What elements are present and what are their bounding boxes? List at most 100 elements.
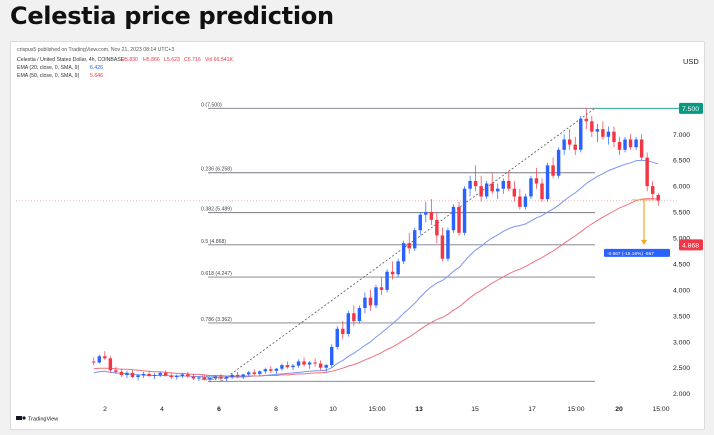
- candle-up: [446, 230, 450, 259]
- candle-up: [263, 369, 268, 372]
- candle-down: [108, 358, 113, 371]
- candle-up: [357, 308, 362, 321]
- candle-up: [330, 346, 334, 366]
- candle-down: [103, 356, 107, 359]
- candle-down: [318, 363, 323, 368]
- y-tick-label: 4.500: [673, 261, 690, 268]
- ohlc-open: O5.830: [121, 57, 138, 63]
- candle-down: [440, 235, 445, 259]
- candle-down: [612, 131, 616, 143]
- candle-down: [202, 377, 207, 380]
- candle-down: [479, 186, 483, 197]
- candle-up: [468, 180, 472, 189]
- x-tick-label: 15:00: [567, 406, 584, 413]
- candle-up: [136, 375, 140, 378]
- trend-dashed-line: [220, 107, 596, 382]
- candle-up: [230, 374, 234, 378]
- candle-down: [352, 313, 356, 321]
- candle-up: [462, 188, 467, 233]
- candle-down: [169, 375, 173, 378]
- candle-up: [296, 361, 301, 366]
- candle-up: [97, 356, 102, 363]
- fib-level-label: 0.5 (4.868): [201, 239, 226, 245]
- x-tick-label: 15:00: [652, 406, 669, 413]
- candle-down: [163, 372, 168, 376]
- ema20-label: EMA (20, close, 0, SMA, 9): [17, 65, 80, 71]
- candle-down: [147, 373, 151, 376]
- candle-down: [114, 370, 118, 372]
- candle-up: [180, 374, 185, 376]
- candle-down: [540, 183, 544, 200]
- candle-down: [390, 271, 395, 275]
- candle-down: [645, 157, 649, 187]
- chart-svg[interactable]: crispus5 published on TradingView.com, N…: [11, 42, 704, 429]
- candle-up: [401, 243, 406, 262]
- candle-up: [424, 212, 428, 215]
- y-tick-label: 5.000: [673, 236, 690, 243]
- ema20-line: [93, 159, 659, 378]
- candle-down: [617, 142, 622, 150]
- fib-level-label: 0.236 (6.258): [201, 167, 232, 173]
- candle-up: [307, 362, 312, 365]
- candle-down: [191, 376, 196, 379]
- y-tick-label: 4.000: [673, 287, 690, 294]
- candle-up: [396, 261, 400, 275]
- candle-down: [285, 365, 290, 368]
- candle-down: [130, 372, 135, 378]
- candle-down: [590, 121, 594, 132]
- candle-down: [512, 188, 517, 197]
- tradingview-chart[interactable]: crispus5 published on TradingView.com, N…: [10, 41, 705, 430]
- measure-label-box: [604, 248, 670, 257]
- price-badge-label: 7.500: [682, 106, 699, 113]
- x-tick-label: 15:00: [368, 406, 385, 413]
- candle-up: [258, 371, 262, 374]
- candle-down: [628, 139, 633, 148]
- ohlc-high: H5.866: [143, 57, 160, 63]
- candle-down: [534, 178, 539, 184]
- candle-up: [274, 368, 279, 371]
- candle-up: [523, 196, 528, 207]
- candle-down: [457, 206, 461, 233]
- candle-up: [213, 376, 218, 379]
- candle-down: [407, 243, 411, 249]
- y-tick-label: 5.500: [673, 210, 690, 217]
- x-tick-label: 2: [103, 406, 107, 413]
- candle-up: [197, 377, 201, 379]
- candle-down: [429, 212, 434, 220]
- y-tick-label: 6.000: [673, 184, 690, 191]
- candle-up: [579, 118, 583, 150]
- candle-down: [656, 194, 660, 201]
- currency-label: USD: [683, 57, 699, 66]
- candle-down: [601, 129, 605, 137]
- candle-down: [341, 328, 345, 334]
- candle-up: [501, 180, 505, 189]
- x-tick-label: 6: [217, 406, 221, 413]
- y-tick-label: 3.000: [673, 339, 690, 346]
- ema50-label: EMA (50, close, 0, SMA, 9): [17, 73, 80, 79]
- x-tick-label: 13: [415, 406, 423, 413]
- candle-down: [119, 371, 124, 375]
- candle-up: [280, 365, 284, 369]
- candle-down: [368, 297, 373, 306]
- candle-down: [473, 180, 478, 187]
- candle-up: [141, 373, 146, 376]
- x-tick-label: 10: [329, 406, 337, 413]
- candle-down: [379, 287, 384, 290]
- candle-down: [92, 361, 96, 363]
- y-tick-label: 2.500: [673, 365, 690, 372]
- measure-arrow-head: [641, 239, 647, 245]
- candle-up: [363, 297, 367, 309]
- candle-up: [158, 372, 162, 375]
- candle-up: [623, 139, 627, 150]
- candle-down: [490, 183, 494, 192]
- candle-down: [435, 219, 439, 236]
- candle-down: [507, 180, 511, 189]
- symbol-line: Celestia / United States Dollar, 4h, COI…: [17, 57, 125, 63]
- fib-level-label: 0 (7.500): [201, 102, 222, 108]
- candle-up: [562, 139, 566, 150]
- candle-up: [224, 377, 229, 379]
- y-axis: 7.000 6.500 6.000 5.500 5.000 4.500 4.000 3.500…: [673, 102, 703, 398]
- candle-down: [584, 118, 589, 122]
- candle-up: [175, 375, 179, 378]
- price-badge: [679, 102, 703, 114]
